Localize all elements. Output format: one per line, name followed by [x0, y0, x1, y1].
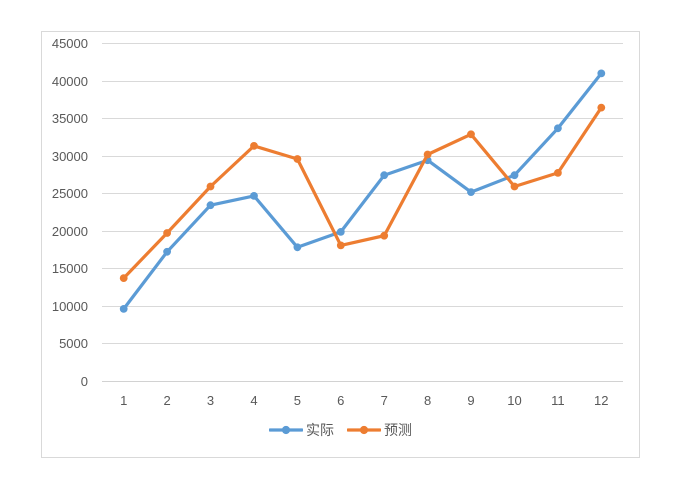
data-point-forecast: [206, 182, 215, 191]
data-point-actual: [554, 124, 562, 133]
x-tick-label: 4: [250, 393, 257, 408]
x-tick-label: 10: [507, 393, 521, 408]
x-tick-label: 6: [337, 393, 344, 408]
data-point-forecast: [467, 130, 475, 139]
data-point-forecast: [597, 103, 606, 112]
data-point-actual: [293, 243, 302, 252]
x-tick-label: 11: [551, 393, 565, 408]
y-tick-label: 40000: [52, 74, 88, 89]
data-point-forecast: [380, 231, 389, 240]
data-point-actual: [163, 247, 172, 256]
data-point-forecast: [119, 274, 128, 282]
legend-marker-forecast-icon: [347, 425, 381, 435]
y-tick-label: 25000: [52, 186, 88, 201]
data-point-actual: [597, 69, 606, 78]
data-point-actual: [380, 171, 389, 180]
y-tick-label: 10000: [52, 299, 88, 314]
y-tick-label: 35000: [52, 111, 88, 126]
data-point-actual: [467, 188, 475, 197]
data-point-forecast: [293, 155, 302, 163]
x-tick-label: 7: [381, 393, 388, 408]
data-point-actual: [250, 192, 258, 200]
x-tick-label: 8: [424, 393, 431, 408]
y-tick-label: 20000: [52, 224, 88, 239]
y-tick-label: 45000: [52, 36, 88, 51]
data-point-actual: [336, 228, 345, 236]
y-tick-label: 0: [81, 374, 88, 389]
x-tick-label: 12: [594, 393, 608, 408]
legend-marker-actual-icon: [269, 425, 303, 435]
legend-label-forecast: 预测: [384, 422, 412, 438]
data-point-forecast: [510, 182, 519, 191]
x-tick-label: 1: [120, 393, 127, 408]
chart-legend: 实际 预测: [41, 422, 640, 438]
series-line-forecast: [122, 106, 603, 280]
legend-item-actual: 实际: [269, 422, 334, 438]
data-point-forecast: [250, 142, 258, 150]
legend-item-forecast: 预测: [347, 422, 412, 438]
data-point-forecast: [423, 150, 432, 159]
x-tick-label: 3: [207, 393, 214, 408]
y-tick-label: 15000: [52, 261, 88, 276]
data-point-forecast: [163, 229, 172, 237]
y-tick-label: 30000: [52, 149, 88, 164]
x-tick-label: 5: [294, 393, 301, 408]
data-point-forecast: [336, 241, 345, 250]
x-tick-label: 9: [467, 393, 474, 408]
data-point-forecast: [554, 169, 562, 177]
series-line-actual: [122, 71, 603, 311]
x-tick-label: 2: [164, 393, 171, 408]
data-point-actual: [510, 171, 519, 180]
data-point-actual: [119, 305, 128, 313]
data-point-actual: [206, 201, 215, 210]
legend-label-actual: 实际: [306, 422, 334, 438]
y-tick-label: 5000: [59, 336, 88, 351]
